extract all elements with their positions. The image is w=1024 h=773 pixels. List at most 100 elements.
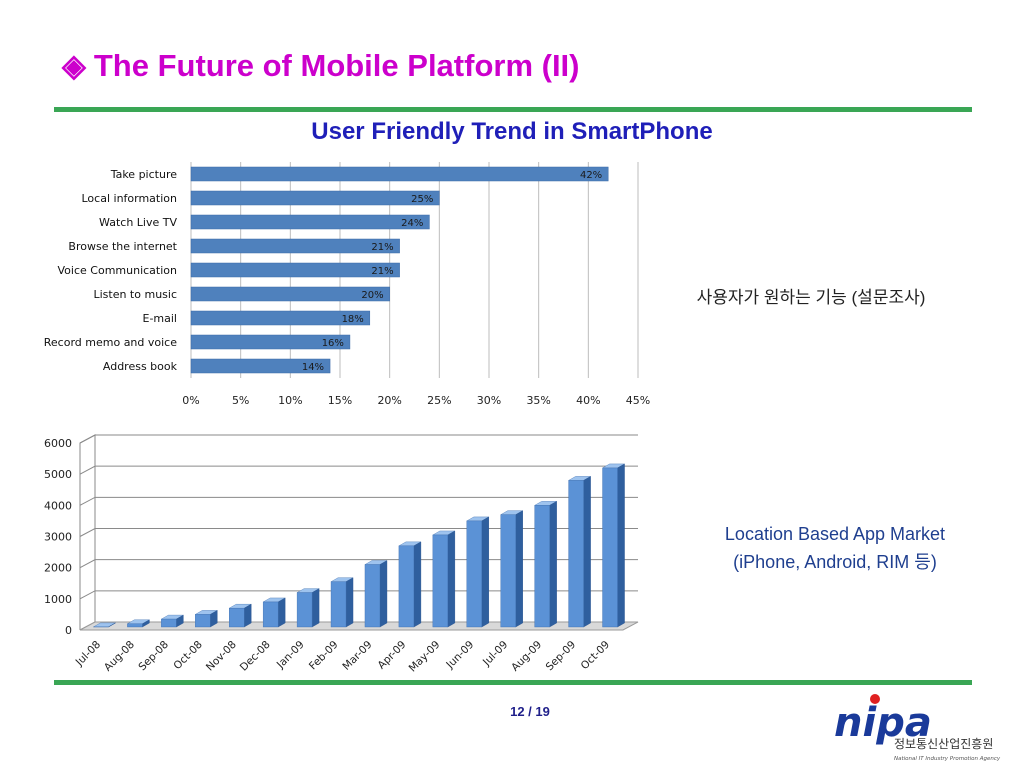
hchart-category-label: E-mail [143, 312, 178, 325]
hchart-tick-label: 45% [626, 394, 650, 407]
vchart-gridline [80, 466, 638, 474]
hchart-category-label: Browse the internet [68, 240, 177, 253]
vchart-bar-top [93, 623, 115, 627]
vchart-bar [467, 521, 482, 627]
diamond-bullet-icon: ◈ [62, 48, 86, 84]
vchart-bar-side [618, 464, 625, 627]
vchart-bar-top [195, 610, 217, 614]
market-caption-line2: (iPhone, Android, RIM 등) [690, 548, 980, 576]
vchart-bar-side [584, 476, 591, 627]
vchart-bar-side [176, 615, 183, 627]
vchart-tick-label: 1000 [44, 593, 72, 606]
hchart-data-label: 14% [302, 362, 324, 373]
vchart-category-label: Jul-08 [73, 639, 103, 669]
vchart-category-label: Dec-08 [238, 639, 273, 674]
bottom-divider [54, 680, 972, 685]
hchart-bar [191, 191, 439, 205]
vchart-bar-side [108, 623, 115, 627]
vchart-bar-top [297, 589, 319, 593]
vchart-tick-label: 2000 [44, 562, 72, 575]
vchart-bar [535, 505, 550, 627]
hchart-data-label: 18% [342, 314, 364, 325]
vchart-tick-label: 0 [65, 624, 72, 637]
hchart-tick-label: 30% [477, 394, 501, 407]
vchart-category-label: Oct-09 [579, 639, 612, 672]
vchart-bar-top [263, 598, 285, 602]
slide-title: ◈The Future of Mobile Platform (II) [62, 48, 580, 84]
hchart-bar [191, 263, 400, 277]
hchart-bar [191, 167, 608, 181]
vchart-bar-side [346, 578, 353, 627]
hchart-data-label: 21% [371, 266, 393, 277]
vchart-category-label: Feb-09 [307, 639, 341, 673]
vchart-side-wall [80, 435, 95, 630]
vchart-bar [569, 480, 584, 627]
vchart-bar-side [278, 598, 285, 627]
hchart-bar [191, 335, 350, 349]
hchart-category-label: Watch Live TV [99, 216, 177, 229]
hchart-bar [191, 287, 390, 301]
vchart-gridline [80, 622, 638, 630]
vchart-bar-top [501, 511, 523, 515]
vchart-tick-label: 4000 [44, 499, 72, 512]
vchart-bar-top [127, 620, 149, 624]
hchart-data-label: 20% [361, 290, 383, 301]
vchart-bar-top [569, 476, 591, 480]
vchart-bar-top [399, 542, 421, 546]
hchart-tick-label: 20% [377, 394, 401, 407]
chart-subtitle: User Friendly Trend in SmartPhone [0, 118, 1024, 146]
top-divider [54, 107, 972, 112]
vchart-bar [501, 515, 516, 627]
vchart-bar [331, 582, 346, 627]
hchart-bar [191, 215, 429, 229]
slide-title-text: The Future of Mobile Platform (II) [94, 48, 580, 83]
vchart-category-label: Jul-09 [480, 639, 510, 669]
hchart-data-label: 24% [401, 218, 423, 229]
vchart-category-label: Oct-08 [171, 639, 204, 672]
vchart-bar [365, 565, 380, 627]
hchart-category-label: Listen to music [93, 288, 177, 301]
vchart-gridline [80, 560, 638, 568]
hchart-data-label: 21% [371, 242, 393, 253]
hchart-tick-label: 40% [576, 394, 600, 407]
hchart-category-label: Voice Communication [58, 264, 177, 277]
vchart-bar [195, 614, 210, 627]
vchart-bar [127, 624, 142, 627]
vchart-bar-top [331, 578, 353, 582]
vchart-bar-side [448, 531, 455, 627]
vchart-bar-top [535, 501, 557, 505]
logo-english-name: National IT Industry Promotion Agency [894, 756, 1001, 762]
hchart-tick-label: 10% [278, 394, 302, 407]
vchart-gridline [80, 529, 638, 537]
vchart-tick-label: 5000 [44, 468, 72, 481]
hchart-bar [191, 239, 400, 253]
vchart-bar-top [365, 561, 387, 565]
hchart-tick-label: 25% [427, 394, 451, 407]
vchart-bar-top [229, 604, 251, 608]
hchart-data-label: 42% [580, 170, 602, 181]
vchart-category-label: Aug-09 [509, 639, 544, 674]
hchart-category-label: Local information [82, 192, 178, 205]
vchart-bar [297, 593, 312, 627]
vchart-bar [433, 535, 448, 627]
market-caption: Location Based App Market (iPhone, Andro… [690, 520, 980, 576]
vchart-bar [229, 608, 244, 627]
survey-caption: 사용자가 원하는 기능 (설문조사) [650, 283, 972, 308]
hchart-category-label: Address book [103, 360, 178, 373]
hchart-tick-label: 5% [232, 394, 249, 407]
vchart-category-label: May-09 [407, 639, 443, 675]
hchart-bar [191, 311, 370, 325]
hchart-tick-label: 0% [182, 394, 199, 407]
page-number: 12 / 19 [480, 704, 580, 719]
vchart-category-label: Jun-09 [443, 639, 476, 672]
vchart-bar-top [603, 464, 625, 468]
vchart-bar-side [550, 501, 557, 627]
vchart-category-label: Apr-09 [376, 639, 409, 672]
vchart-bar-side [210, 610, 217, 627]
vchart-gridline [80, 591, 638, 599]
vchart-bar-side [414, 542, 421, 627]
vchart-bar [399, 546, 414, 627]
hchart-category-label: Take picture [110, 168, 178, 181]
vchart-category-label: Nov-08 [204, 639, 239, 674]
